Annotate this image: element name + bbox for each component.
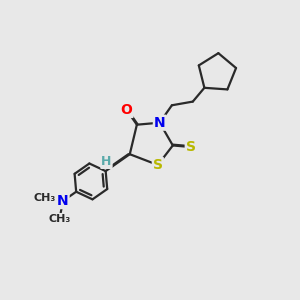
Text: CH₃: CH₃ — [49, 214, 71, 224]
Text: N: N — [57, 194, 69, 208]
Text: S: S — [186, 140, 196, 154]
Text: CH₃: CH₃ — [34, 193, 56, 203]
Text: N: N — [154, 116, 166, 130]
Text: H: H — [101, 155, 112, 168]
Text: O: O — [121, 103, 133, 117]
Text: S: S — [153, 158, 163, 172]
